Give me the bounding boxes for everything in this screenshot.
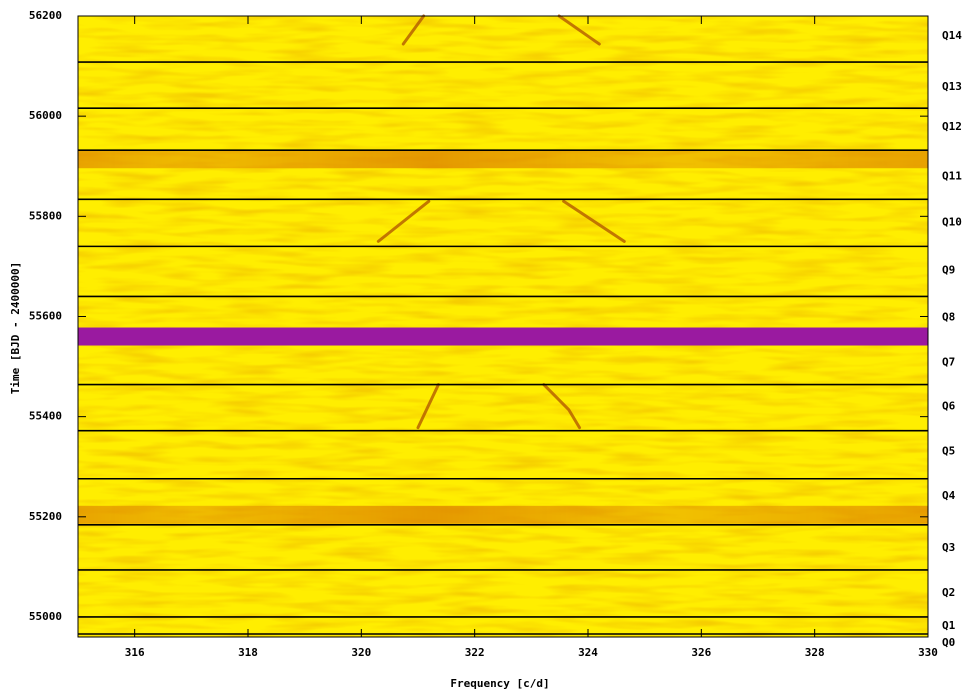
quarter-label: Q10 [942,215,962,228]
quarter-label: Q0 [942,636,955,649]
ridge-track [376,199,431,243]
ridge-track [416,383,440,430]
y-tick-label: 56200 [29,9,62,22]
x-tick-label: 328 [805,646,825,659]
quarter-label: Q12 [942,120,962,133]
x-tick-label: 316 [125,646,145,659]
quarter-label: Q7 [942,356,955,369]
quarter-label: Q9 [942,263,955,276]
quarter-label: Q3 [942,541,955,554]
x-tick-label: 318 [238,646,258,659]
plot-frame [77,15,929,638]
band [78,150,928,169]
plot-layer [78,14,928,635]
ridge-track [562,199,626,243]
quarter-label: Q5 [942,445,955,458]
y-tick-label: 55400 [29,410,62,423]
band [78,505,928,524]
y-tick-label: 55200 [29,510,62,523]
y-tick-label: 55600 [29,309,62,322]
quarter-label: Q6 [942,400,956,413]
ridge-track [401,14,426,46]
y-tick-label: 55000 [29,610,62,623]
ridge-track [557,14,601,46]
ridge-track [542,383,581,430]
x-tick-label: 330 [918,646,938,659]
quarter-label: Q14 [942,29,962,42]
x-tick-label: 322 [465,646,485,659]
x-tick-label: 324 [578,646,598,659]
x-tick-label: 320 [351,646,371,659]
quarter-label: Q13 [942,80,962,93]
quarter-label: Q4 [942,489,956,502]
quarter-label: Q1 [942,619,956,632]
quarter-label: Q8 [942,310,955,323]
x-tick-label: 326 [691,646,711,659]
y-tick-label: 55800 [29,209,62,222]
quarter-label: Q11 [942,169,962,182]
x-axis-label: Frequency [c/d] [450,677,549,690]
y-axis-label: Time [BJD - 2400000] [9,262,22,394]
y-tick-label: 56000 [29,109,62,122]
plot-texture [78,16,928,637]
quarter-label: Q2 [942,586,955,599]
band [78,327,928,346]
